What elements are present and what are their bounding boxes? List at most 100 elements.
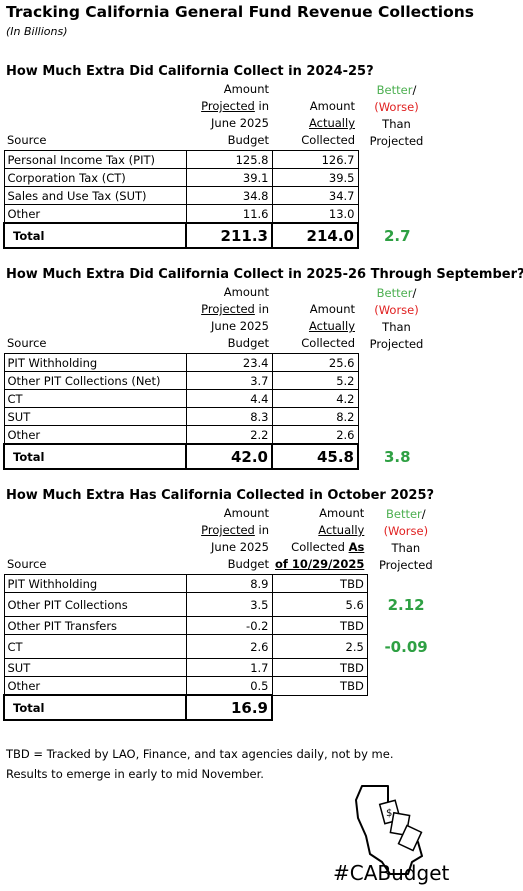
header-text: Actually — [308, 319, 355, 333]
header-text: of 10/29/2025 — [275, 557, 365, 571]
section: How Much Extra Has California Collected … — [3, 487, 446, 721]
table: Source Amount Projected in June 2025 Budget A… — [3, 505, 446, 721]
cell — [358, 205, 436, 224]
cell: 125.8 — [185, 150, 273, 169]
cell: 8.3 — [185, 407, 273, 426]
cell — [367, 659, 445, 677]
row: Other 2.2 2.6 — [3, 425, 436, 445]
header-text: Projected — [378, 557, 433, 572]
header-text: Than — [391, 540, 421, 555]
header-line: Budget — [189, 132, 269, 149]
header-text: Collected — [301, 133, 355, 147]
header-row: Source Amount Projected in June 2025 Budget A… — [4, 284, 436, 354]
cell: 2.6 — [185, 634, 273, 659]
header-line: Amount — [189, 284, 269, 301]
section: How Much Extra Did California Collect in… — [3, 63, 437, 249]
header-cell: Amount Projected in June 2025 Budget — [186, 81, 272, 151]
header-text: Amount — [223, 506, 269, 520]
footnotes: TBD = Tracked by LAO, Finance, and tax a… — [6, 744, 394, 784]
row-label: Other — [3, 425, 187, 445]
row-label: CT — [3, 634, 187, 659]
row: Other 0.5 TBD — [3, 676, 445, 696]
cell: 3.8 — [383, 447, 411, 466]
row: Other 11.6 13.0 — [3, 204, 436, 224]
section-heading: How Much Extra Did California Collect in… — [6, 64, 374, 79]
header-line: June 2025 — [189, 115, 269, 132]
header-cell: Better/(Worse) Than Projected — [367, 505, 445, 575]
header-text: June 2025 — [211, 540, 269, 554]
section: How Much Extra Did California Collect in… — [3, 266, 523, 470]
cell: 5.6 — [271, 592, 368, 617]
header-row: Source Amount Projected in June 2025 Budget A… — [4, 81, 436, 151]
cell: 39.1 — [185, 168, 273, 187]
header-text: (Worse) — [374, 99, 419, 114]
row: PIT Withholding 23.4 25.6 — [3, 353, 436, 372]
row-label: SUT — [3, 407, 187, 426]
subtitle: (In Billions) — [6, 25, 68, 38]
header-line: Projected — [370, 557, 441, 574]
row-label: Total — [3, 694, 187, 721]
header-text: Collected — [291, 540, 349, 554]
header-line: Actually — [275, 115, 355, 132]
row: Corporation Tax (CT) 39.1 39.5 — [3, 168, 436, 187]
header-cell: Amount Projected in June 2025 Budget — [186, 284, 272, 354]
cell: 2.5 — [271, 634, 368, 659]
cell: 0.5 — [185, 676, 273, 696]
footnote: Results to emerge in early to mid Novemb… — [6, 767, 264, 781]
header-text: Budget — [227, 557, 269, 571]
row: Other PIT Transfers -0.2 TBD — [3, 616, 445, 635]
header-line: Than — [361, 319, 432, 336]
header-text: Amount — [319, 506, 365, 520]
cell — [358, 372, 436, 390]
header-text: in — [254, 302, 270, 316]
cell — [358, 426, 436, 445]
header-line: Collected As — [275, 539, 364, 556]
cell: 34.8 — [185, 186, 273, 205]
header-line: Projected in — [189, 98, 269, 115]
header-text: Actually — [308, 116, 355, 130]
cell: 1.7 — [185, 658, 273, 677]
row-label: Sales and Use Tax (SUT) — [3, 186, 187, 205]
cell — [367, 575, 445, 593]
cell — [367, 695, 445, 720]
row-label: SUT — [3, 658, 187, 677]
cell: 2.6 — [271, 425, 359, 445]
header-text: Projected — [369, 336, 424, 351]
header-cell: Source — [4, 505, 186, 575]
title: Tracking California General Fund Revenue… — [6, 3, 475, 21]
cell — [358, 390, 436, 408]
row-label: Other PIT Collections (Net) — [3, 371, 187, 390]
header-text: As — [348, 540, 365, 554]
total-row: Total 42.0 45.8 3.8 — [3, 443, 436, 470]
row-label: Other — [3, 204, 187, 224]
header-line: Source — [7, 556, 183, 573]
header-line: Budget — [189, 556, 269, 573]
header-cell: Better/(Worse) Than Projected — [358, 284, 436, 354]
svg-text:$: $ — [386, 808, 392, 819]
row-label: PIT Withholding — [3, 353, 187, 372]
cell: 45.8 — [271, 443, 359, 470]
header-text: Actually — [318, 523, 365, 537]
header-line: Than — [370, 540, 441, 557]
header-line: Amount — [275, 301, 355, 318]
row: Sales and Use Tax (SUT) 34.8 34.7 — [3, 186, 436, 205]
header-cell: Amount Actually Collected — [272, 284, 358, 354]
logo-text: #CABudget — [333, 861, 450, 885]
row: Personal Income Tax (PIT) 125.8 126.7 — [3, 150, 436, 169]
header-line: of 10/29/2025 — [275, 556, 364, 573]
header-line: Budget — [189, 335, 269, 352]
header-text: / — [421, 506, 426, 521]
header-text: Than — [382, 116, 411, 131]
header-text: Better — [376, 285, 413, 300]
header-text: Amount — [223, 285, 269, 299]
cell: TBD — [271, 574, 368, 593]
header-text: Collected — [301, 336, 355, 350]
header-line: Projected in — [189, 522, 269, 539]
row: PIT Withholding 8.9 TBD — [3, 574, 445, 593]
cell: 39.5 — [271, 168, 359, 187]
header-line: Than — [361, 116, 432, 133]
row: SUT 8.3 8.2 — [3, 407, 436, 426]
cell: 16.9 — [185, 694, 273, 721]
header-line: (Worse) — [361, 99, 432, 116]
